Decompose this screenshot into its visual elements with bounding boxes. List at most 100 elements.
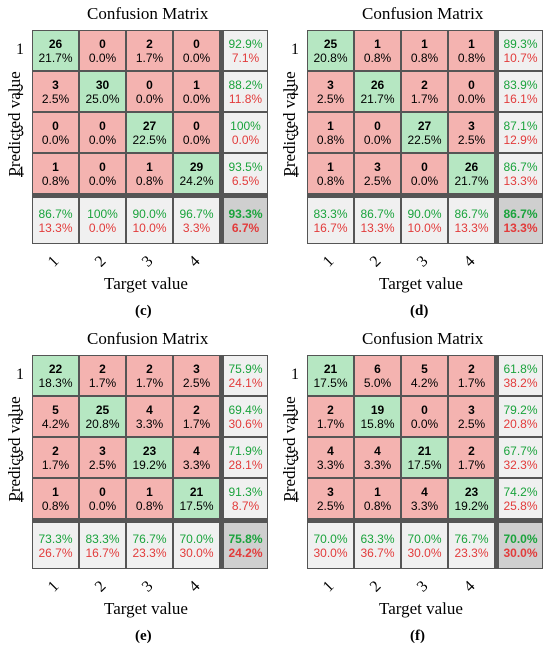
error-value: 30.6% (228, 417, 263, 431)
y-tick-label: 2 (291, 407, 299, 424)
y-tick-label: 1 (291, 366, 299, 383)
column-summary-cell: 70.0% 30.0% (307, 522, 354, 569)
x-tick-label: 3 (413, 252, 432, 271)
cell-percent: 20.8% (85, 417, 120, 431)
recall-value: 76.7% (132, 532, 167, 546)
cell-count: 0 (99, 160, 106, 174)
y-tick-label: 4 (16, 164, 24, 181)
matrix-cell: 1 0.8% (448, 30, 495, 71)
chart-title: Confusion Matrix (362, 329, 484, 348)
cell-count: 1 (421, 37, 428, 51)
cell-count: 27 (142, 119, 157, 133)
cell-count: 1 (193, 78, 200, 92)
cell-count: 0 (193, 119, 200, 133)
cell-count: 1 (52, 160, 59, 174)
cell-percent: 3.3% (135, 417, 164, 431)
matrix-cell: 27 22.5% (401, 112, 448, 153)
matrix-cell: 4 3.3% (307, 437, 354, 478)
x-tick-label: 3 (413, 577, 432, 596)
column-summary-cell: 86.7% 13.3% (448, 197, 495, 244)
cell-count: 1 (52, 485, 59, 499)
overall-accuracy-cell: 75.8% 24.2% (223, 522, 268, 569)
cell-count: 3 (327, 78, 334, 92)
x-axis-label: Target value (104, 599, 188, 618)
y-tick-label: 1 (16, 366, 24, 383)
cell-percent: 0.8% (316, 133, 345, 147)
matrix-cell: 0 0.0% (79, 153, 126, 194)
error-value: 11.8% (228, 92, 263, 106)
precision-value: 79.2% (503, 403, 538, 417)
cell-percent: 0.8% (316, 174, 345, 188)
cell-percent: 2.5% (316, 499, 345, 513)
cell-count: 27 (417, 119, 432, 133)
cell-count: 1 (468, 37, 475, 51)
x-tick-label: 4 (185, 252, 204, 271)
matrix-cell: 0 0.0% (79, 30, 126, 71)
column-summary-cell: 83.3% 16.7% (307, 197, 354, 244)
cell-percent: 3.3% (363, 458, 392, 472)
cell-count: 2 (146, 362, 153, 376)
cell-percent: 19.2% (132, 458, 167, 472)
error-value: 36.7% (360, 546, 395, 560)
column-summary-cell: 100% 0.0% (79, 197, 126, 244)
cell-count: 1 (146, 160, 153, 174)
recall-value: 73.3% (38, 532, 73, 546)
summary-separator-horizontal (32, 194, 268, 197)
summary-separator-vertical (220, 30, 223, 244)
cell-count: 30 (95, 78, 110, 92)
matrix-cell: 2 1.7% (126, 30, 173, 71)
cell-count: 0 (99, 119, 106, 133)
x-tick-label: 2 (366, 577, 385, 596)
matrix-cell: 0 0.0% (32, 112, 79, 153)
recall-value: 90.0% (407, 207, 442, 221)
recall-value: 86.7% (454, 207, 489, 221)
panel-caption: (c) (135, 303, 152, 319)
row-summary-cell: 100% 0.0% (223, 112, 268, 153)
matrix-cell: 21 17.5% (401, 437, 448, 478)
cell-count: 0 (421, 403, 428, 417)
y-tick-label: 3 (291, 123, 299, 140)
cell-count: 2 (468, 444, 475, 458)
row-summary-cell: 69.4% 30.6% (223, 396, 268, 437)
cell-count: 26 (370, 78, 385, 92)
confusion-matrix-panel: Confusion Matrix 22 18.3% 2 1.7% 2 1.7% 3 2.5% 75… (0, 325, 275, 650)
precision-value: 92.9% (228, 37, 263, 51)
matrix-cell: 26 21.7% (448, 153, 495, 194)
precision-value: 69.4% (228, 403, 263, 417)
x-tick-label: 4 (460, 577, 479, 596)
cell-percent: 0.0% (457, 92, 486, 106)
row-summary-cell: 79.2% 20.8% (498, 396, 543, 437)
row-summary-cell: 86.7% 13.3% (498, 153, 543, 194)
precision-value: 83.9% (503, 78, 538, 92)
column-summary-cell: 90.0% 10.0% (401, 197, 448, 244)
matrix-cell: 1 0.8% (126, 478, 173, 519)
error-value: 30.0% (313, 546, 348, 560)
error-value: 10.7% (503, 51, 538, 65)
matrix-cell: 0 0.0% (173, 30, 220, 71)
recall-value: 90.0% (132, 207, 167, 221)
cell-percent: 0.0% (88, 499, 117, 513)
cell-percent: 1.7% (457, 458, 486, 472)
error-value: 13.3% (503, 174, 538, 188)
cell-percent: 5.0% (363, 376, 392, 390)
confusion-matrix-panel: Confusion Matrix 25 20.8% 1 0.8% 1 0.8% 1 0.8% 89… (275, 0, 550, 325)
cell-percent: 0.0% (182, 92, 211, 106)
matrix-cell: 0 0.0% (126, 71, 173, 112)
matrix-cell: 3 2.5% (173, 355, 220, 396)
chart-title: Confusion Matrix (87, 4, 209, 23)
summary-separator-vertical (495, 30, 498, 244)
error-value: 10.0% (407, 221, 442, 235)
y-tick-label: 1 (291, 41, 299, 58)
error-value: 16.7% (313, 221, 348, 235)
recall-value: 63.3% (360, 532, 395, 546)
matrix-cell: 1 0.8% (32, 478, 79, 519)
matrix-cell: 23 19.2% (448, 478, 495, 519)
cell-percent: 21.7% (360, 92, 395, 106)
cell-percent: 1.7% (41, 458, 70, 472)
x-tick-label: 1 (319, 252, 338, 271)
cell-percent: 0.8% (363, 499, 392, 513)
overall-accuracy: 70.0% (503, 532, 538, 546)
y-tick-label: 2 (16, 82, 24, 99)
x-axis-label: Target value (379, 274, 463, 293)
matrix-cell: 1 0.8% (354, 478, 401, 519)
